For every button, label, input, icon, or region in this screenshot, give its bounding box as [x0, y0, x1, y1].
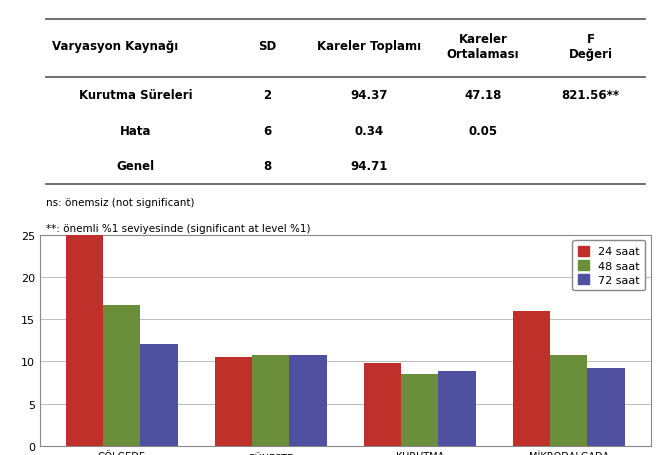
Text: 6: 6: [264, 125, 272, 137]
Legend: 24 saat, 48 saat, 72 saat: 24 saat, 48 saat, 72 saat: [572, 241, 645, 291]
Text: Genel: Genel: [117, 160, 155, 173]
Bar: [103, 305, 140, 446]
Bar: [438, 372, 475, 446]
Text: 8: 8: [264, 160, 272, 173]
Bar: [66, 235, 103, 446]
Text: 94.37: 94.37: [351, 89, 388, 102]
Text: Hata: Hata: [120, 125, 151, 137]
Text: Kareler
Ortalaması: Kareler Ortalaması: [447, 33, 519, 61]
Text: Kurutma Süreleri: Kurutma Süreleri: [79, 89, 193, 102]
Bar: [364, 363, 401, 446]
Text: 821.56**: 821.56**: [562, 89, 620, 102]
Text: 94.71: 94.71: [351, 160, 388, 173]
Text: 0.05: 0.05: [468, 125, 497, 137]
Bar: [401, 374, 438, 446]
Text: SD: SD: [258, 40, 277, 53]
Bar: [215, 357, 252, 446]
Bar: [140, 345, 178, 446]
Text: **: önemli %1 seviyesinde (significant at level %1): **: önemli %1 seviyesinde (significant a…: [46, 224, 311, 234]
Bar: [550, 356, 588, 446]
Text: Kareler Toplamı: Kareler Toplamı: [317, 40, 421, 53]
Text: 47.18: 47.18: [464, 89, 502, 102]
Bar: [513, 311, 550, 446]
Text: F
Değeri: F Değeri: [569, 33, 613, 61]
Text: ns: önemsiz (not significant): ns: önemsiz (not significant): [46, 197, 195, 207]
Text: Varyasyon Kaynağı: Varyasyon Kaynağı: [52, 40, 179, 53]
Text: 0.34: 0.34: [355, 125, 384, 137]
Text: 2: 2: [264, 89, 272, 102]
Bar: [290, 355, 327, 446]
Bar: [588, 368, 625, 446]
Bar: [252, 355, 290, 446]
